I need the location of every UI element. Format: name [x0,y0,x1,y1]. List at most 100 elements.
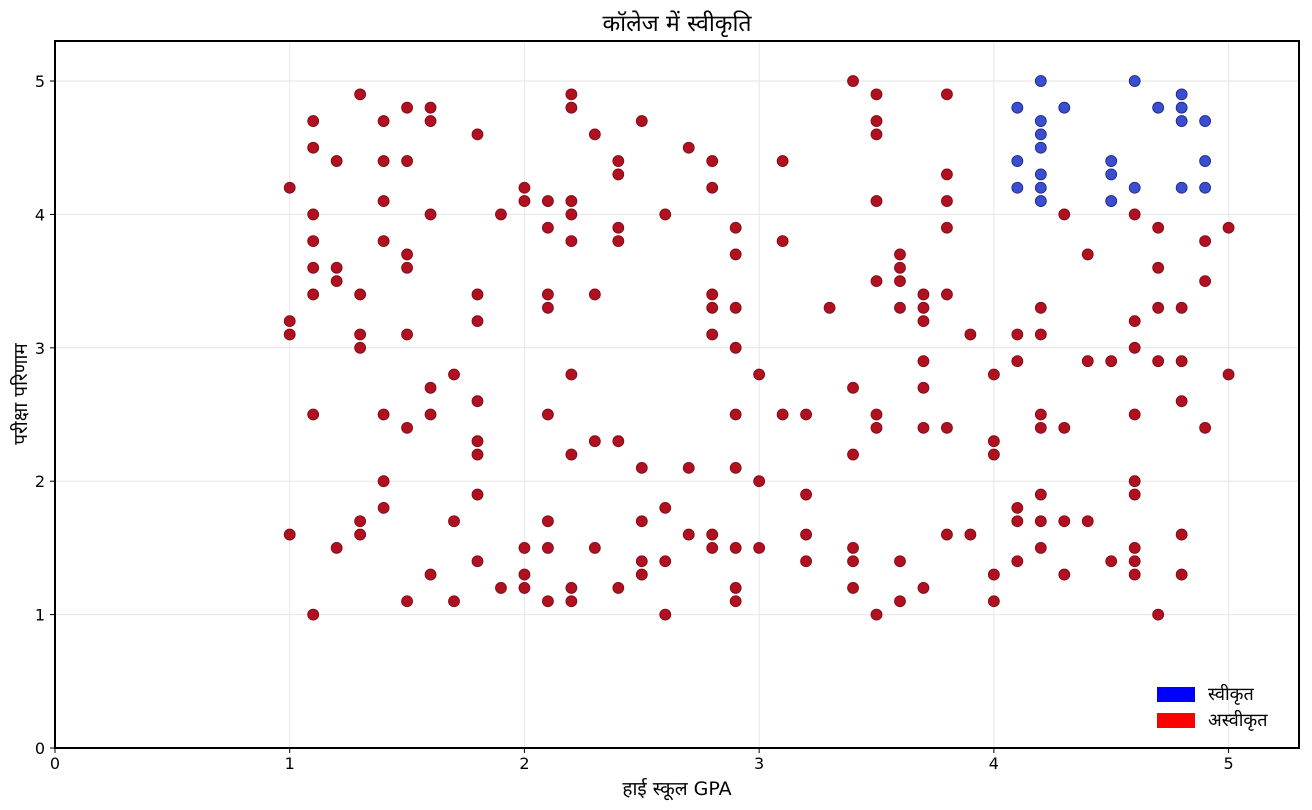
x-tick-label: 2 [519,754,529,773]
data-point-rejected [612,168,625,181]
data-point-rejected [729,341,742,354]
data-point-accepted [1199,181,1212,194]
data-point-rejected [682,141,695,154]
data-point-rejected [917,421,930,434]
data-point-rejected [307,235,320,247]
data-point-rejected [1105,355,1118,368]
data-point-rejected [1152,301,1165,314]
data-point-accepted [1034,168,1047,181]
data-point-rejected [307,208,320,221]
data-point-rejected [565,368,578,381]
data-point-rejected [471,435,484,448]
data-point-accepted [1105,155,1118,167]
data-point-rejected [518,542,531,554]
data-point-rejected [565,582,578,594]
data-point-rejected [1011,501,1024,514]
data-point-rejected [800,488,812,501]
data-point-rejected [776,408,789,421]
data-point-accepted [1175,181,1188,194]
data-point-rejected [706,288,719,301]
data-point-rejected [706,155,719,167]
legend-label-rejected: अस्वीकृत [1208,709,1268,731]
data-point-accepted [1034,141,1047,154]
data-point-rejected [307,115,320,127]
data-point-rejected [1128,488,1141,501]
data-point-rejected [753,542,766,554]
data-point-rejected [987,435,1000,448]
data-point-rejected [1011,515,1024,528]
data-point-rejected [1128,555,1141,568]
series-rejected [283,75,1235,621]
data-point-rejected [847,381,859,394]
data-point-rejected [542,288,554,301]
data-point-rejected [471,288,484,301]
data-point-rejected [1034,301,1047,314]
data-point-rejected [565,101,578,114]
data-point-rejected [1034,515,1047,528]
data-point-rejected [307,141,320,154]
data-point-rejected [1034,542,1047,554]
data-point-accepted [1199,155,1212,167]
series-accepted [1011,75,1212,207]
data-point-rejected [1105,555,1118,568]
data-point-rejected [1081,248,1094,261]
data-point-rejected [987,595,1000,608]
data-point-rejected [612,155,625,167]
chart-title: कॉलेज में स्वीकृति [602,10,752,38]
data-point-rejected [941,195,953,207]
data-point-rejected [1199,235,1212,247]
data-point-rejected [424,101,437,114]
data-point-rejected [330,155,343,167]
data-point-rejected [847,448,859,461]
data-point-rejected [471,128,484,141]
data-point-rejected [542,515,554,528]
data-point-accepted [1034,128,1047,141]
data-point-rejected [565,595,578,608]
data-point-rejected [635,461,648,474]
data-point-rejected [729,542,742,554]
data-point-rejected [1152,221,1165,234]
data-point-rejected [1175,395,1188,408]
data-point-rejected [917,582,930,594]
data-point-rejected [448,515,460,528]
data-point-rejected [565,235,578,247]
data-point-rejected [1011,555,1024,568]
data-point-rejected [1222,221,1235,234]
data-point-accepted [1034,115,1047,127]
data-point-rejected [941,221,953,234]
data-point-rejected [1128,542,1141,554]
data-point-rejected [635,515,648,528]
data-point-rejected [542,301,554,314]
data-point-rejected [424,408,437,421]
data-point-rejected [870,275,883,288]
data-point-rejected [401,328,413,341]
data-point-rejected [448,595,460,608]
data-point-rejected [635,568,648,581]
data-point-rejected [1128,341,1141,354]
data-point-rejected [1152,355,1165,368]
data-point-rejected [917,315,930,328]
data-point-rejected [612,221,625,234]
data-point-rejected [401,261,413,274]
x-tick-label: 1 [285,754,295,773]
data-point-rejected [870,88,883,101]
data-point-rejected [894,261,906,274]
data-point-rejected [401,248,413,261]
data-point-rejected [1058,421,1071,434]
data-point-rejected [283,181,296,194]
data-point-rejected [588,128,601,141]
data-point-rejected [729,408,742,421]
data-point-rejected [894,595,906,608]
y-tick-label: 2 [35,472,45,491]
data-point-rejected [588,435,601,448]
data-point-rejected [706,328,719,341]
data-point-rejected [870,421,883,434]
data-point-accepted [1011,101,1024,114]
data-point-rejected [729,595,742,608]
data-point-rejected [612,235,625,247]
data-point-accepted [1152,101,1165,114]
data-point-rejected [847,542,859,554]
data-point-rejected [1199,421,1212,434]
data-point-rejected [1128,315,1141,328]
data-point-rejected [800,408,812,421]
